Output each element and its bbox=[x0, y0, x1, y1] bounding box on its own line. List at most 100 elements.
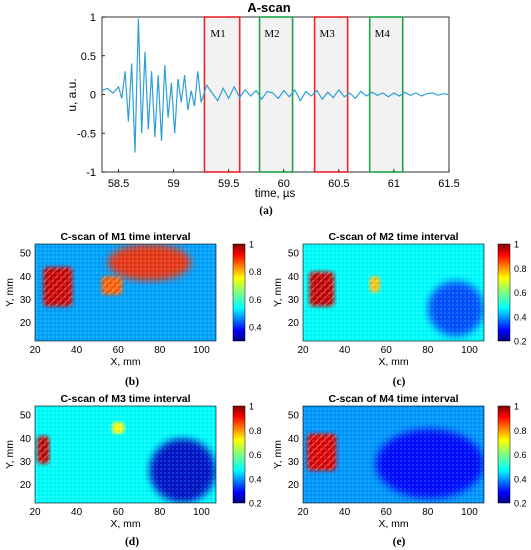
c-scan-2-colorbar bbox=[497, 243, 511, 342]
a-scan-ytick: 0 bbox=[90, 90, 96, 102]
c-scan-1-colorbar-tick: 0.4 bbox=[249, 323, 262, 333]
window-label-m2: M2 bbox=[264, 28, 279, 40]
c-scan-1-xtick: 60 bbox=[113, 345, 125, 356]
c-scan-2-xtick: 40 bbox=[339, 345, 351, 356]
c-scan-4-title: C-scan of M4 time interval bbox=[328, 393, 458, 405]
c-scan-2-colorbar-tick: 0.6 bbox=[514, 288, 527, 298]
c-scan-2-title: C-scan of M2 time interval bbox=[328, 231, 458, 243]
a-scan-xtick: 60 bbox=[278, 178, 290, 190]
a-scan-ylabel: u, a.u. bbox=[65, 78, 79, 111]
c-scan-4-colorbar bbox=[497, 405, 511, 504]
c-scan-3-colorbar-tick: 1 bbox=[249, 402, 254, 412]
c-scan-4-chart: C-scan of M4 time interval 20 40 60 80 100 50 4… bbox=[272, 393, 527, 530]
c-scan-1-xtick: 20 bbox=[29, 345, 41, 356]
c-scan-4-colorbar-tick: 1 bbox=[514, 402, 519, 412]
panel-label-a: (a) bbox=[259, 205, 273, 217]
c-scan-1-xtick: 80 bbox=[154, 345, 166, 356]
c-scan-2-ytick: 30 bbox=[288, 295, 300, 306]
c-scan-4-colorbar-tick: 0.6 bbox=[514, 450, 527, 460]
c-scan-2-xtick: 20 bbox=[297, 345, 309, 356]
c-scan-4-heatmap bbox=[303, 406, 484, 503]
c-scan-3-xtick: 20 bbox=[29, 507, 41, 518]
c-scan-2-ylabel: Y, mm bbox=[272, 278, 284, 307]
a-scan-ytick: 1 bbox=[90, 12, 96, 24]
c-scan-4-colorbar-tick: 0.2 bbox=[514, 499, 527, 509]
c-scan-4-ytick: 30 bbox=[288, 457, 300, 468]
panel-label-e: (e) bbox=[393, 536, 406, 548]
c-scan-2-ytick: 50 bbox=[288, 249, 300, 260]
c-scan-3-colorbar-tick: 0.2 bbox=[249, 499, 262, 509]
c-scan-3-ytick: 40 bbox=[20, 434, 32, 445]
c-scan-1-ytick: 30 bbox=[20, 295, 32, 306]
c-scan-4-ylabel: Y, mm bbox=[272, 440, 284, 469]
c-scan-3-chart: C-scan of M3 time interval 20 40 60 80 100 50 4… bbox=[4, 393, 262, 530]
c-scan-1-ytick: 20 bbox=[20, 318, 32, 329]
a-scan-xtick: 60.5 bbox=[328, 178, 349, 190]
c-scan-1-ylabel: Y, mm bbox=[4, 278, 16, 307]
panel-label-b: (b) bbox=[125, 376, 139, 388]
c-scan-1-ytick: 40 bbox=[20, 272, 32, 283]
c-scan-3-xtick: 40 bbox=[71, 507, 83, 518]
c-scan-4-xtick: 100 bbox=[461, 507, 478, 518]
a-scan-ytick: 0.5 bbox=[81, 51, 96, 63]
c-scan-3-ytick: 50 bbox=[20, 411, 32, 422]
c-scan-2-chart: C-scan of M2 time interval 20 40 60 80 100 50 4… bbox=[272, 231, 527, 368]
c-scan-4-xtick: 80 bbox=[422, 507, 434, 518]
a-scan-xtick: 59.5 bbox=[218, 178, 239, 190]
c-scan-3-xtick: 100 bbox=[193, 507, 210, 518]
a-scan-xtick: 61 bbox=[388, 178, 400, 190]
c-scan-4-colorbar-tick: 0.8 bbox=[514, 426, 527, 436]
c-scan-2-xlabel: X, mm bbox=[378, 356, 409, 368]
window-label-m1: M1 bbox=[210, 28, 225, 40]
c-scan-2-ytick: 40 bbox=[288, 272, 300, 283]
c-scan-1-xlabel: X, mm bbox=[110, 356, 141, 368]
c-scan-1-ytick: 50 bbox=[20, 249, 32, 260]
c-scan-1-colorbar-tick: 0.8 bbox=[249, 267, 262, 277]
c-scan-4-xtick: 40 bbox=[339, 507, 351, 518]
a-scan-xlabel: time, µs bbox=[255, 188, 296, 200]
c-scan-4-ytick: 40 bbox=[288, 434, 300, 445]
c-scan-3-xtick: 80 bbox=[154, 507, 166, 518]
a-scan-xtick: 61.5 bbox=[438, 178, 459, 190]
panel-label-c: (c) bbox=[393, 376, 406, 388]
c-scan-2-xtick: 60 bbox=[381, 345, 393, 356]
window-label-m3: M3 bbox=[319, 28, 335, 40]
c-scan-1-colorbar-tick: 1 bbox=[249, 240, 254, 250]
c-scan-4-xtick: 60 bbox=[381, 507, 393, 518]
c-scan-1-colorbar bbox=[232, 243, 246, 342]
c-scan-2-colorbar-tick: 0.8 bbox=[514, 264, 527, 274]
a-scan-ytick: -1 bbox=[86, 167, 96, 179]
c-scan-3-xlabel: X, mm bbox=[110, 518, 141, 530]
c-scan-3-title: C-scan of M3 time interval bbox=[60, 393, 190, 405]
c-scan-3-ytick: 20 bbox=[20, 480, 32, 491]
c-scan-1-title: C-scan of M1 time interval bbox=[60, 231, 190, 243]
c-scan-2-heatmap bbox=[303, 244, 484, 341]
c-scan-3-xtick: 60 bbox=[113, 507, 125, 518]
c-scan-3-ylabel: Y, mm bbox=[4, 440, 16, 469]
c-scan-2-colorbar-tick: 1 bbox=[514, 240, 519, 250]
c-scan-1-colorbar-tick: 0.6 bbox=[249, 295, 262, 305]
a-scan-ytick: -0.5 bbox=[77, 128, 96, 140]
c-scan-4-colorbar-tick: 0.4 bbox=[514, 474, 527, 484]
panel-label-d: (d) bbox=[125, 536, 139, 548]
a-scan-xtick: 59 bbox=[167, 178, 179, 190]
c-scan-1-xtick: 100 bbox=[193, 345, 210, 356]
c-scan-2-ytick: 20 bbox=[288, 318, 300, 329]
c-scan-1-chart: C-scan of M1 time interval 20 40 60 80 100 50 4… bbox=[4, 231, 262, 368]
a-scan-title: A-scan bbox=[247, 0, 290, 15]
c-scan-2-colorbar-tick: 0.2 bbox=[514, 337, 527, 347]
c-scan-4-xlabel: X, mm bbox=[378, 518, 409, 530]
c-scan-2-xtick: 100 bbox=[461, 345, 478, 356]
c-scan-3-heatmap bbox=[35, 406, 216, 503]
c-scan-1-xtick: 40 bbox=[71, 345, 83, 356]
c-scan-1-heatmap bbox=[35, 244, 216, 341]
c-scan-2-xtick: 80 bbox=[422, 345, 434, 356]
c-scan-4-xtick: 20 bbox=[297, 507, 309, 518]
a-scan-chart: A-scan M1 M2 M3 M4 58.5 59 59.5 60 60.5 61 61.5 1 0… bbox=[65, 0, 460, 217]
window-label-m4: M4 bbox=[375, 28, 391, 40]
c-scan-2-colorbar-tick: 0.4 bbox=[514, 312, 527, 322]
c-scan-3-ytick: 30 bbox=[20, 457, 32, 468]
c-scan-4-ytick: 50 bbox=[288, 411, 300, 422]
c-scan-3-colorbar-tick: 0.4 bbox=[249, 474, 262, 484]
